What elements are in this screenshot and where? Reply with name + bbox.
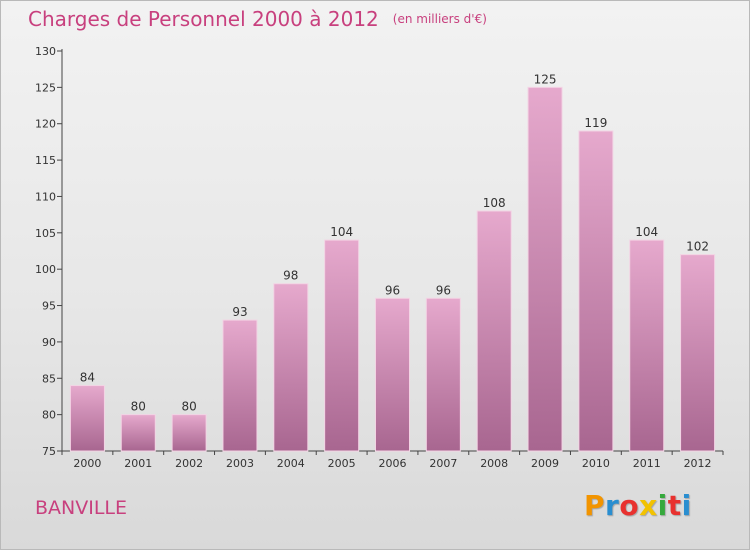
data-label-2009: 125 — [534, 72, 557, 86]
x-tick-label-2012: 2012 — [684, 457, 712, 470]
x-tick-label-2006: 2006 — [379, 457, 407, 470]
y-tick-label: 105 — [35, 227, 56, 240]
bar-2000 — [69, 385, 105, 452]
logo-letter: i — [681, 489, 692, 522]
chart-axes: 75 80 85 90 95 100 105 110 115 120 125 130 — [35, 45, 724, 458]
x-tick-label-2003: 2003 — [226, 457, 254, 470]
bar-2001 — [120, 414, 156, 452]
y-tick-label: 115 — [35, 154, 56, 167]
data-label-2005: 104 — [330, 225, 353, 239]
y-tick-label: 90 — [42, 336, 56, 349]
logo-letter: i — [657, 489, 668, 522]
city-name: BANVILLE — [35, 497, 128, 519]
y-tick-label: 75 — [42, 445, 56, 458]
bar-2003 — [222, 319, 258, 452]
y-tick-label: 130 — [35, 45, 56, 58]
chart-subtitle: (en milliers d'€) — [392, 12, 487, 26]
y-tick-label: 125 — [35, 81, 56, 94]
logo-letter: r — [605, 489, 620, 522]
data-label-2002: 80 — [181, 400, 196, 414]
y-tick-label: 85 — [42, 372, 56, 385]
bar-2010 — [578, 130, 614, 452]
bar-2012 — [680, 254, 716, 452]
bar-2011 — [629, 239, 665, 452]
y-tick-label: 110 — [35, 190, 56, 203]
logo-letter: x — [639, 489, 658, 522]
logo-letter: P — [584, 489, 606, 522]
data-label-2007: 96 — [436, 283, 451, 297]
data-label-2010: 119 — [584, 116, 607, 130]
x-tick-label-2000: 2000 — [73, 457, 101, 470]
x-tick-label-2011: 2011 — [633, 457, 661, 470]
data-label-2000: 84 — [80, 371, 95, 385]
x-tick-label-2002: 2002 — [175, 457, 203, 470]
y-tick-label: 95 — [42, 300, 56, 313]
data-label-2011: 104 — [635, 225, 658, 239]
data-label-2006: 96 — [385, 283, 400, 297]
data-label-2001: 80 — [131, 400, 146, 414]
chart-bars — [69, 86, 716, 452]
logo-letter: t — [667, 489, 682, 522]
bar-2005 — [324, 239, 360, 452]
x-tick-label-2007: 2007 — [429, 457, 457, 470]
y-tick-label: 120 — [35, 118, 56, 131]
chart-labels: 2000 84 2001 80 2002 80 2003 93 2004 98 2005 104 200… — [73, 72, 711, 470]
x-tick-label-2010: 2010 — [582, 457, 610, 470]
x-tick-label-2009: 2009 — [531, 457, 559, 470]
chart-header: Charges de Personnel 2000 à 2012 (en mill… — [28, 7, 487, 31]
bar-2007 — [425, 297, 461, 452]
x-tick-label-2004: 2004 — [277, 457, 305, 470]
y-tick-label: 80 — [42, 409, 56, 422]
x-tick-label-2005: 2005 — [328, 457, 356, 470]
bar-2002 — [171, 414, 207, 452]
data-label-2012: 102 — [686, 240, 709, 254]
x-tick-label-2008: 2008 — [480, 457, 508, 470]
data-label-2004: 98 — [283, 269, 298, 283]
bar-2009 — [527, 86, 563, 452]
bar-2006 — [375, 297, 410, 452]
y-tick-label: 100 — [35, 263, 56, 276]
x-tick-label-2001: 2001 — [124, 457, 152, 470]
proxiti-logo[interactable]: Proxiti — [584, 489, 692, 522]
bar-2008 — [476, 210, 512, 452]
chart-title: Charges de Personnel 2000 à 2012 — [28, 7, 379, 31]
logo-letter: o — [619, 489, 640, 522]
data-label-2003: 93 — [232, 305, 247, 319]
data-label-2008: 108 — [483, 196, 506, 210]
bar-2004 — [273, 283, 309, 452]
